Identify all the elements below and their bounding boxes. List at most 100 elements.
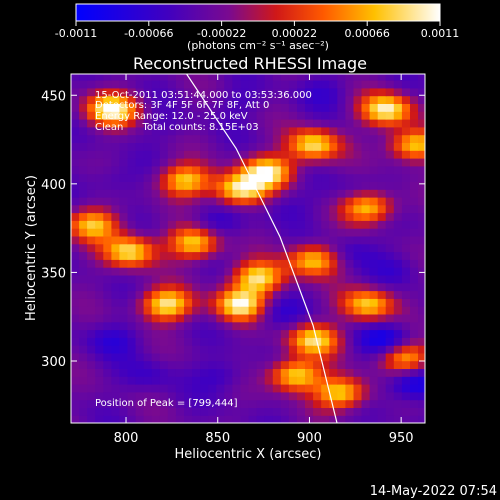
heatmap-cell — [337, 337, 346, 346]
heatmap-cell — [248, 313, 258, 323]
heatmap-cell — [385, 360, 395, 369]
heatmap-cell — [95, 329, 104, 338]
heatmap-cell — [216, 204, 225, 214]
heatmap-cell — [167, 235, 177, 245]
heatmap-cell — [418, 368, 425, 377]
heatmap-cell — [264, 384, 274, 393]
heatmap-cell — [232, 119, 242, 128]
heatmap-cell — [401, 384, 411, 393]
heatmap-cell — [95, 189, 104, 198]
heatmap-cell — [103, 95, 112, 104]
heatmap-cell — [345, 329, 355, 338]
heatmap-cell — [361, 173, 371, 182]
heatmap-cell — [167, 74, 177, 81]
heatmap-cell — [200, 142, 209, 151]
heatmap-cell — [103, 337, 112, 346]
heatmap-cell — [385, 298, 395, 307]
heatmap-cell — [369, 352, 379, 362]
heatmap-cell — [151, 274, 161, 284]
heatmap-cell — [256, 158, 266, 167]
heatmap-cell — [248, 407, 258, 416]
heatmap-cell — [385, 243, 395, 253]
heatmap-cell — [95, 407, 104, 416]
heatmap-cell — [224, 181, 233, 190]
heatmap-cell — [256, 274, 266, 284]
heatmap-cell — [87, 313, 96, 323]
heatmap-cell — [151, 134, 161, 143]
heatmap-cell — [337, 103, 346, 112]
plot-frame — [70, 73, 426, 424]
heatmap-cell — [95, 298, 104, 307]
x-tick-label: 950 — [389, 431, 414, 446]
heatmap-cell — [418, 360, 425, 369]
heatmap-cell — [329, 87, 338, 97]
heatmap-cell — [329, 95, 338, 104]
heatmap-cell — [272, 235, 282, 245]
heatmap-cell — [232, 368, 242, 377]
heatmap-cell — [151, 368, 161, 377]
heatmap-cell — [167, 407, 177, 416]
heatmap-cell — [192, 321, 201, 331]
heatmap-cell — [329, 212, 338, 221]
heatmap-cell — [200, 204, 209, 214]
heatmap-cell — [208, 95, 217, 104]
heatmap-cell — [135, 282, 145, 292]
heatmap-cell — [167, 290, 177, 299]
heatmap-cell — [151, 345, 161, 354]
heatmap-cell — [321, 134, 330, 143]
heatmap-cell — [288, 95, 298, 104]
heatmap-cell — [224, 126, 233, 136]
heatmap-cell — [385, 119, 395, 128]
heatmap-cell — [151, 95, 161, 104]
heatmap-cell — [224, 384, 233, 393]
heatmap-cell — [224, 134, 233, 143]
heatmap-cell — [313, 282, 322, 292]
heatmap-cell — [135, 368, 145, 377]
heatmap-cell — [175, 360, 185, 369]
heatmap-cell — [167, 181, 177, 190]
heatmap-cell — [345, 103, 355, 112]
heatmap-cell — [345, 235, 355, 245]
heatmap-cell — [216, 368, 225, 377]
heatmap-cell — [377, 165, 387, 175]
heatmap-cell — [159, 134, 169, 143]
heatmap-cell — [377, 298, 387, 307]
heatmap-cell — [103, 220, 112, 229]
heatmap-cell — [127, 74, 137, 81]
heatmap-cell — [321, 212, 330, 221]
heatmap-cell — [256, 87, 266, 97]
heatmap-cell — [208, 74, 217, 81]
heatmap-cell — [135, 274, 145, 284]
heatmap-cell — [280, 74, 290, 81]
heatmap-cell — [167, 391, 177, 401]
heatmap-cell — [184, 158, 193, 167]
heatmap-cell — [369, 119, 379, 128]
heatmap-cell — [192, 298, 201, 307]
heatmap-cell — [200, 298, 209, 307]
heatmap-cell — [385, 204, 395, 214]
heatmap-cell — [127, 399, 137, 408]
heatmap-cell — [208, 165, 217, 175]
heatmap-cell — [369, 173, 379, 182]
heatmap-cell — [216, 119, 225, 128]
heatmap-cell — [393, 391, 403, 401]
heatmap-cell — [95, 368, 104, 377]
heatmap-cell — [159, 111, 169, 120]
heatmap-cell — [71, 87, 80, 97]
heatmap-cell — [135, 415, 145, 423]
heatmap-cell — [264, 228, 274, 237]
heatmap-cell — [167, 173, 177, 182]
heatmap-cell — [79, 243, 88, 253]
heatmap-cell — [95, 259, 104, 268]
heatmap-cell — [87, 407, 96, 416]
heatmap-cell — [216, 173, 225, 182]
heatmap-cell — [127, 352, 137, 362]
heatmap-cell — [297, 368, 306, 377]
heatmap-cell — [264, 111, 274, 120]
heatmap-cell — [119, 321, 129, 331]
heatmap-cell — [167, 384, 177, 393]
heatmap-cell — [272, 337, 282, 346]
heatmap-cell — [272, 274, 282, 284]
heatmap-cell — [410, 165, 419, 175]
heatmap-cell — [288, 220, 298, 229]
